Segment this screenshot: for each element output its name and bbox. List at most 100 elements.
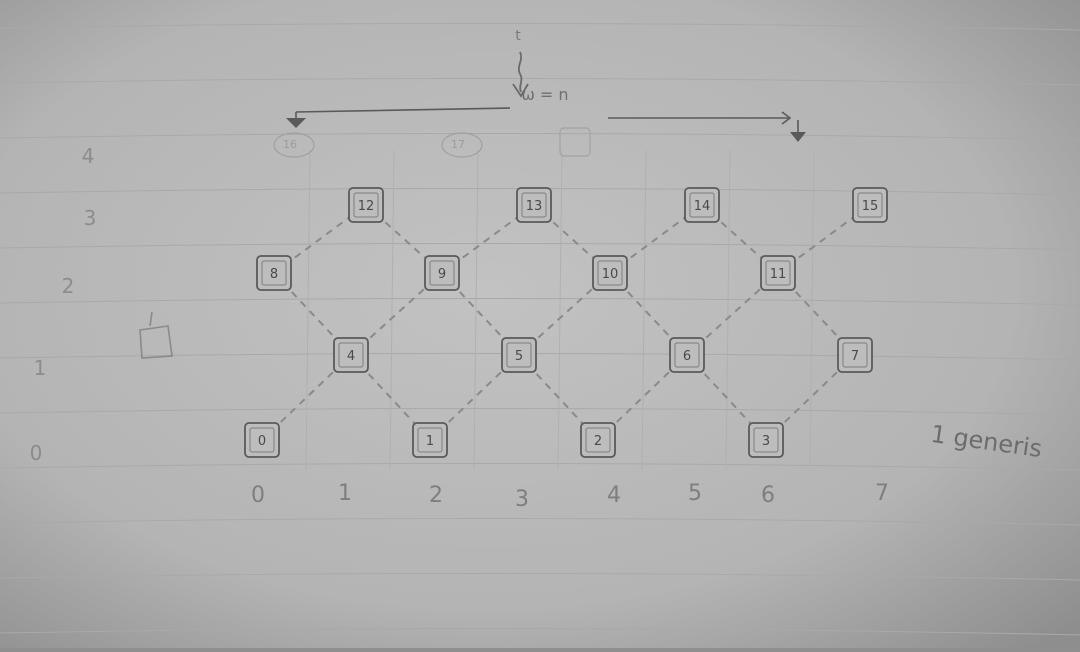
node-6: 6	[669, 337, 705, 373]
node-box	[501, 337, 537, 373]
row-label-3: 3	[84, 206, 97, 230]
node-label: 6	[683, 349, 691, 364]
node-box	[580, 422, 616, 458]
top-label: ω = n	[521, 85, 568, 104]
left-arrowhead-icon	[286, 118, 306, 128]
node-16: 16	[273, 132, 315, 158]
node-label: 5	[515, 349, 523, 364]
node-box	[516, 187, 552, 223]
node-17: 17	[441, 132, 483, 158]
node-box	[592, 255, 628, 291]
node-15: 15	[852, 187, 888, 223]
node-4: 4	[333, 337, 369, 373]
node-13: 13	[516, 187, 552, 223]
node-label: 15	[862, 199, 879, 214]
node-11: 11	[760, 255, 796, 291]
node-inner-box	[506, 342, 532, 368]
node-label: 13	[526, 199, 543, 214]
ruled-line	[0, 627, 1080, 636]
column-label-7: 7	[875, 481, 889, 506]
column-label-2: 2	[429, 483, 443, 508]
faint-node-placeholder	[559, 127, 591, 157]
node-box	[760, 255, 796, 291]
node-box	[669, 337, 705, 373]
node-circle	[441, 132, 483, 158]
ruled-line	[0, 352, 1080, 361]
node-label: 10	[602, 267, 619, 282]
right-arrow-line	[608, 111, 799, 132]
node-10: 10	[592, 255, 628, 291]
node-12: 12	[348, 187, 384, 223]
node-box	[684, 187, 720, 223]
column-label-3: 3	[515, 487, 529, 512]
ruled-line	[0, 462, 1080, 471]
ruled-line	[0, 242, 1080, 251]
node-inner-box	[249, 427, 275, 453]
node-inner-box	[753, 427, 779, 453]
column-guide	[473, 149, 479, 471]
node-label: 3	[762, 434, 770, 449]
node-box	[412, 422, 448, 458]
node-14: 14	[684, 187, 720, 223]
column-guide	[305, 149, 311, 471]
row-label-1: 1	[34, 356, 47, 380]
column-label-6: 6	[761, 483, 775, 508]
node-label: 1	[426, 434, 434, 449]
node-label: 17	[451, 138, 465, 151]
node-inner-box	[674, 342, 700, 368]
ruled-lines	[0, 22, 1080, 636]
node-label: 7	[851, 349, 859, 364]
node-inner-box	[417, 427, 443, 453]
node-9: 9	[424, 255, 460, 291]
node-inner-box	[521, 192, 547, 218]
column-label-4: 4	[607, 483, 621, 508]
node-inner-box	[261, 260, 287, 286]
column-label-1: 1	[338, 481, 352, 506]
ruled-line	[0, 22, 1080, 31]
node-inner-box	[857, 192, 883, 218]
node-8: 8	[256, 255, 292, 291]
node-3: 3	[748, 422, 784, 458]
column-guide	[809, 149, 815, 471]
row-labels: 0 1 2 3 4	[30, 144, 97, 465]
node-inner-box	[429, 260, 455, 286]
top-marker: t	[515, 28, 521, 44]
ruled-line	[0, 572, 1080, 581]
node-box	[244, 422, 280, 458]
ruled-line	[0, 517, 1080, 526]
ruled-line	[0, 297, 1080, 306]
node-circle	[273, 132, 315, 158]
node-box	[256, 255, 292, 291]
top-arrow-icon	[512, 51, 529, 98]
column-guides	[305, 149, 815, 471]
node-inner-box	[585, 427, 611, 453]
node-inner-box	[765, 260, 791, 286]
node-box	[837, 337, 873, 373]
node-box	[348, 187, 384, 223]
node-inner-box	[842, 342, 868, 368]
node-label: 12	[358, 199, 375, 214]
arrow-layer	[286, 107, 806, 157]
node-label: 8	[270, 267, 278, 282]
ruled-line	[0, 132, 1080, 141]
column-guide	[641, 149, 647, 471]
node-inner-box	[353, 192, 379, 218]
decor-layer	[139, 51, 529, 359]
row-label-2: 2	[62, 274, 75, 298]
right-arrowhead-icon	[790, 132, 806, 142]
row-label-4: 4	[82, 144, 95, 168]
node-5: 5	[501, 337, 537, 373]
node-box	[424, 255, 460, 291]
column-guide	[389, 149, 395, 471]
node-inner-box	[338, 342, 364, 368]
column-guide	[725, 149, 731, 471]
node-label: 0	[258, 434, 266, 449]
node-0: 0	[244, 422, 280, 458]
node-1: 1	[412, 422, 448, 458]
node-inner-box	[597, 260, 623, 286]
node-label: 14	[694, 199, 711, 214]
node-2: 2	[580, 422, 616, 458]
